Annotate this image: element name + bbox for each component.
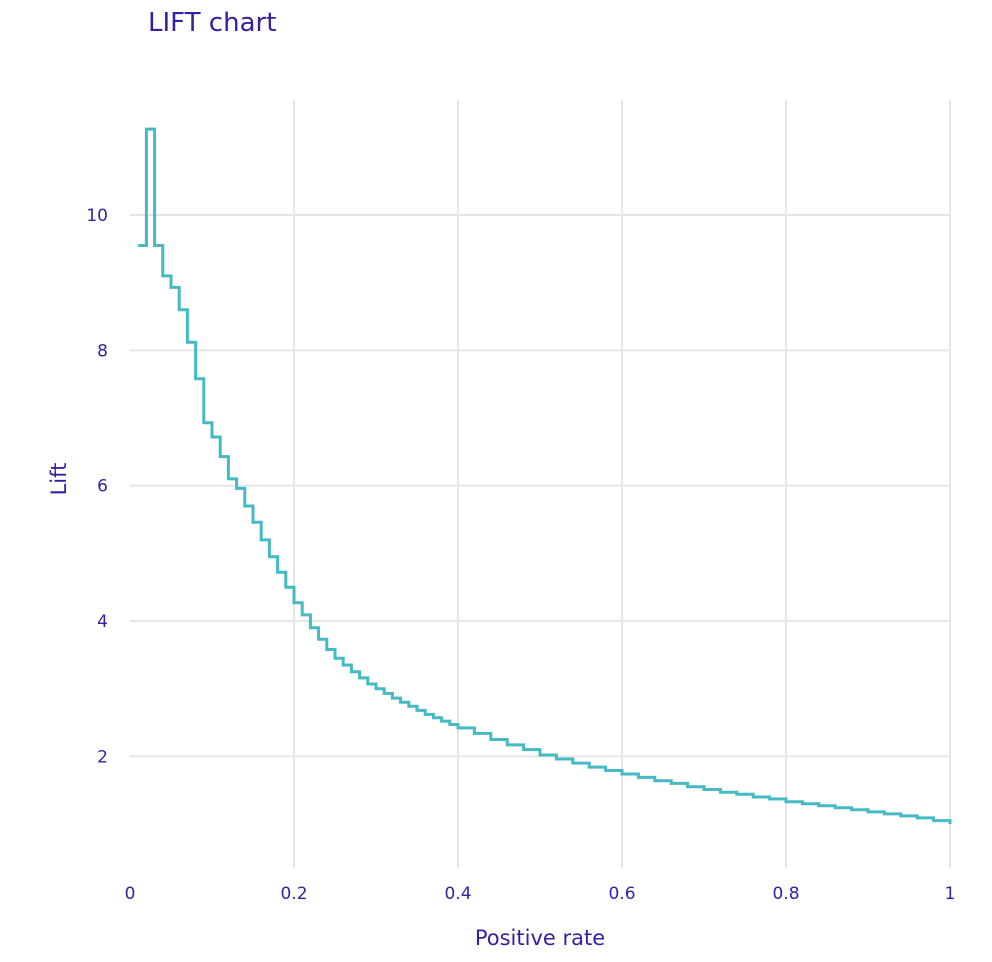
x-tick-label: 0.2 bbox=[280, 884, 307, 904]
x-tick-label: 1 bbox=[945, 884, 956, 904]
y-tick-label: 2 bbox=[97, 747, 108, 767]
x-tick-labels: 0 0.2 0.4 0.6 0.8 1 bbox=[125, 884, 956, 904]
y-tick-label: 8 bbox=[97, 341, 108, 361]
x-axis-label: Positive rate bbox=[475, 926, 605, 950]
y-tick-label: 4 bbox=[97, 612, 108, 632]
x-tick-label: 0.4 bbox=[444, 884, 471, 904]
chart-title: LIFT chart bbox=[148, 8, 277, 38]
y-tick-labels: 2 4 6 8 10 bbox=[86, 206, 108, 767]
y-gridlines bbox=[130, 214, 950, 758]
lift-step-line bbox=[138, 127, 952, 825]
y-tick-label: 10 bbox=[86, 206, 108, 226]
x-tick-label: 0 bbox=[125, 884, 136, 904]
y-axis-label: Lift bbox=[47, 463, 71, 496]
x-gridlines bbox=[293, 100, 951, 868]
x-tick-label: 0.6 bbox=[608, 884, 635, 904]
x-tick-label: 0.8 bbox=[772, 884, 799, 904]
y-tick-label: 6 bbox=[97, 477, 108, 497]
